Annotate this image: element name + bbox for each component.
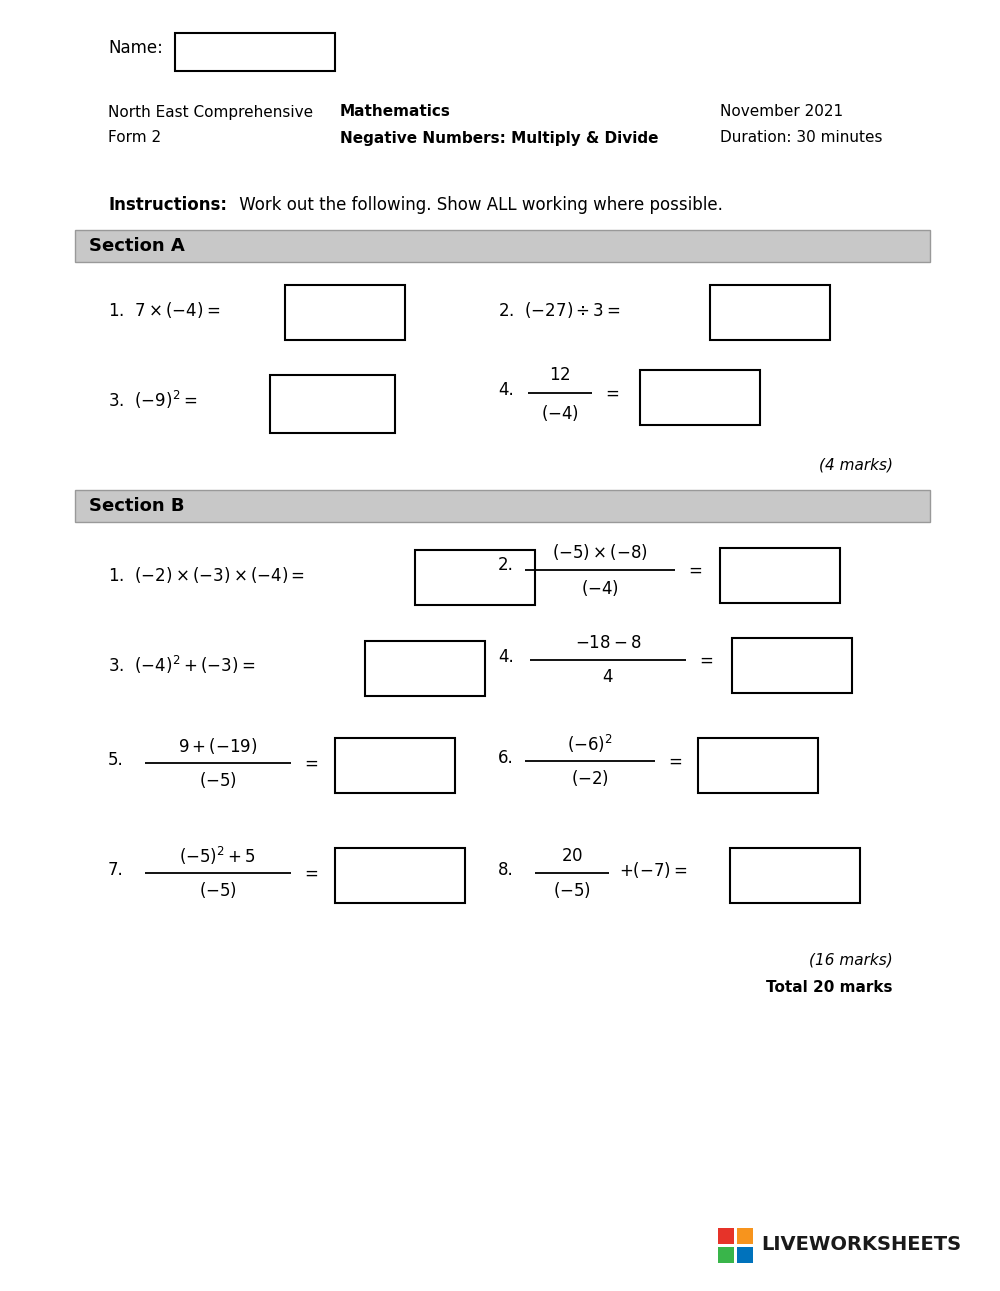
Bar — [698, 738, 818, 793]
Bar — [720, 547, 840, 603]
Bar — [75, 230, 930, 262]
Bar — [640, 371, 760, 425]
Text: Mathematics: Mathematics — [340, 105, 451, 120]
Text: $(-6)^2$: $(-6)^2$ — [567, 733, 613, 755]
Text: 6.: 6. — [498, 749, 514, 767]
Text: North East Comprehensive: North East Comprehensive — [108, 105, 313, 120]
Text: $(-2)$: $(-2)$ — [571, 768, 609, 788]
Text: November 2021: November 2021 — [720, 105, 843, 120]
Text: Instructions:: Instructions: — [108, 196, 227, 214]
Text: $12$: $12$ — [549, 367, 571, 383]
Text: $-18-8$: $-18-8$ — [575, 634, 641, 652]
Text: Form 2: Form 2 — [108, 130, 161, 146]
Text: (4 marks): (4 marks) — [819, 457, 893, 473]
Bar — [285, 285, 405, 340]
Text: $+ (-7) =$: $+ (-7) =$ — [619, 860, 688, 880]
Text: 2.  $(-27) \div 3 =$: 2. $(-27) \div 3 =$ — [498, 300, 621, 320]
Text: $(-5)^2+5$: $(-5)^2+5$ — [179, 844, 257, 868]
Bar — [365, 642, 485, 696]
Bar — [270, 374, 395, 432]
Text: 2.: 2. — [498, 556, 514, 574]
Text: $20$: $20$ — [561, 847, 583, 865]
Text: $=$: $=$ — [602, 383, 619, 402]
Text: Section A: Section A — [89, 238, 185, 256]
Text: $(-4)$: $(-4)$ — [581, 578, 619, 598]
Text: 3.  $(-4)^2 + (-3) =$: 3. $(-4)^2 + (-3) =$ — [108, 655, 255, 676]
Text: $4$: $4$ — [602, 667, 614, 686]
Text: $=$: $=$ — [301, 754, 318, 772]
Text: LIVEWORKSHEETS: LIVEWORKSHEETS — [761, 1235, 961, 1255]
Text: $(-5)$: $(-5)$ — [199, 880, 237, 900]
Text: Work out the following. Show ALL working where possible.: Work out the following. Show ALL working… — [234, 196, 723, 214]
Bar — [335, 738, 455, 793]
Text: $(-5)$: $(-5)$ — [553, 880, 591, 900]
Text: $=$: $=$ — [696, 651, 713, 669]
Bar — [732, 638, 852, 693]
Text: 1.  $(-2) \times (-3) \times (-4) =$: 1. $(-2) \times (-3) \times (-4) =$ — [108, 565, 305, 585]
Text: 4.: 4. — [498, 648, 514, 666]
Text: Total 20 marks: Total 20 marks — [767, 980, 893, 994]
Bar — [175, 34, 335, 71]
Text: Section B: Section B — [89, 497, 184, 515]
Bar — [737, 1228, 753, 1245]
Text: (16 marks): (16 marks) — [809, 953, 893, 967]
Bar — [415, 550, 535, 605]
Text: $(-4)$: $(-4)$ — [541, 403, 579, 423]
Bar — [335, 848, 465, 902]
Text: 8.: 8. — [498, 861, 514, 879]
Text: 3.  $(-9)^2 =$: 3. $(-9)^2 =$ — [108, 389, 197, 411]
Text: $(-5)$: $(-5)$ — [199, 769, 237, 790]
Text: $=$: $=$ — [685, 562, 702, 578]
Bar — [730, 848, 860, 902]
Text: $9+(-19)$: $9+(-19)$ — [178, 736, 258, 757]
Text: Duration: 30 minutes: Duration: 30 minutes — [720, 130, 883, 146]
Text: 7.: 7. — [108, 861, 124, 879]
Text: Name:: Name: — [108, 39, 163, 57]
Text: Negative Numbers: Multiply & Divide: Negative Numbers: Multiply & Divide — [340, 130, 658, 146]
Text: 1.  $7 \times (-4) =$: 1. $7 \times (-4) =$ — [108, 300, 220, 320]
Bar — [737, 1247, 753, 1263]
Bar — [718, 1228, 734, 1245]
Bar — [710, 285, 830, 340]
Text: $=$: $=$ — [301, 864, 318, 882]
Text: $(-5) \times (-8)$: $(-5) \times (-8)$ — [552, 542, 648, 562]
Text: 4.: 4. — [498, 381, 514, 399]
Bar — [75, 491, 930, 522]
Bar — [718, 1247, 734, 1263]
Text: 5.: 5. — [108, 751, 124, 769]
Text: $=$: $=$ — [665, 751, 682, 769]
